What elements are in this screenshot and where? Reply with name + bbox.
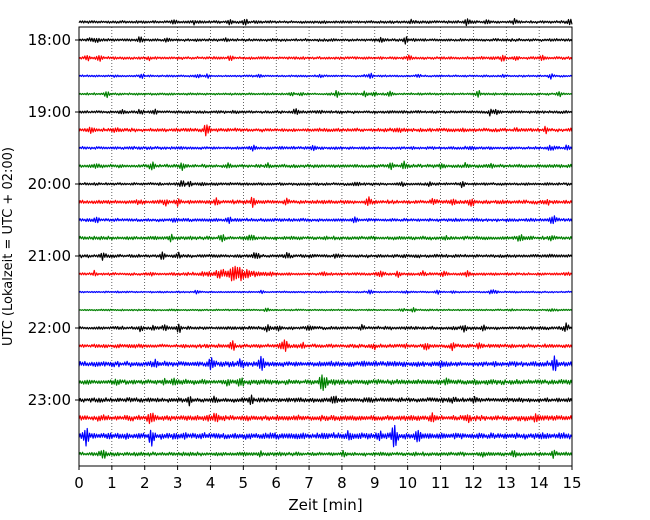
trace-1745 [78,17,573,27]
trace-1830 [78,72,573,80]
x-tick-label: 0 [74,474,84,492]
y-tick-label: 21:00 [28,247,71,265]
x-tick-label: 4 [206,474,216,492]
x-tick-label: 5 [239,474,249,492]
grid-lines [111,27,540,466]
x-tick-label: 15 [562,474,581,492]
trace-2115 [78,265,573,282]
x-tick-label: 11 [431,474,450,492]
y-axis-ticks: 18:00 19:00 20:00 21:00 22:00 23:00 [28,31,79,409]
trace-2300 [78,394,573,407]
x-tick-label: 10 [398,474,417,492]
x-axis-label: Zeit [min] [288,496,362,514]
trace-2230 [78,355,573,372]
x-tick-label: 13 [497,474,516,492]
trace-2345 [78,449,573,459]
x-tick-label: 3 [173,474,183,492]
x-axis-ticks: 0 1 2 3 4 5 6 7 8 9 10 11 12 13 14 15 [74,466,582,492]
trace-2100 [78,251,573,261]
x-tick-label: 12 [464,474,483,492]
y-tick-label: 20:00 [28,175,71,193]
trace-2215 [78,339,573,352]
trace-2030 [78,215,573,225]
trace-1845 [78,89,573,99]
y-tick-label: 23:00 [28,391,71,409]
trace-2200 [78,322,573,333]
x-tick-label: 7 [304,474,314,492]
trace-2315 [78,412,573,425]
trace-2045 [78,233,573,243]
trace-1815 [78,54,573,62]
trace-2330 [78,424,573,448]
x-tick-label: 1 [107,474,117,492]
trace-1800 [78,36,573,45]
trace-2130 [78,289,573,295]
x-tick-label: 9 [370,474,380,492]
trace-2145 [78,307,573,313]
y-tick-label: 18:00 [28,31,71,49]
trace-1915 [78,124,573,137]
trace-1900 [78,108,573,117]
trace-2000 [78,180,573,189]
x-tick-label: 14 [530,474,549,492]
plot-frame [78,26,573,467]
trace-2245 [78,374,573,392]
y-tick-label: 19:00 [28,103,71,121]
y-axis-label: UTC (Lokalzeit = UTC + 02:00) [1,147,16,346]
y-tick-label: 22:00 [28,319,71,337]
trace-1930 [78,144,573,152]
trace-2015 [78,196,573,208]
x-tick-label: 8 [337,474,347,492]
trace-lines [78,17,573,459]
x-tick-label: 6 [271,474,281,492]
x-tick-label: 2 [140,474,150,492]
trace-1945 [78,160,573,172]
